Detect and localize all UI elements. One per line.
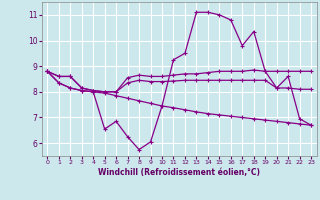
X-axis label: Windchill (Refroidissement éolien,°C): Windchill (Refroidissement éolien,°C) [98,168,260,177]
